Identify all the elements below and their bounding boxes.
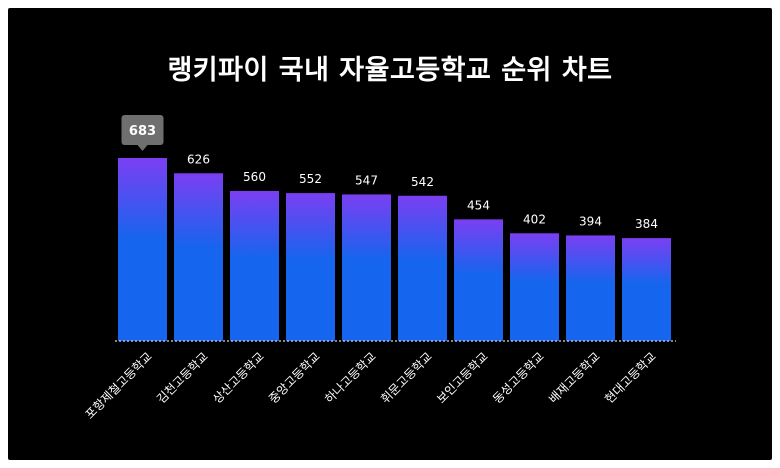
x-tick-label: 김천고등학교 [153,349,210,406]
bar-value-label: 560 [243,170,266,184]
x-tick-label: 중앙고등학교 [266,349,323,406]
tooltip-pointer [137,145,148,151]
bar-value-label: 402 [523,212,546,226]
bar-2[interactable] [174,173,223,341]
x-tick-label: 동성고등학교 [490,349,547,406]
x-tick-label: 상산고등학교 [210,349,267,406]
x-tick-label: 포항제철고등학교 [82,349,154,421]
x-tick-label: 하나고등학교 [322,349,379,406]
x-tick-label: 보인고등학교 [434,349,491,406]
tooltip-value: 683 [129,124,156,139]
bar-1[interactable] [118,158,167,341]
x-tick-label: 휘문고등학교 [378,349,435,406]
bar-10[interactable] [622,238,671,341]
bar-value-label: 454 [467,198,490,212]
bar-value-label: 552 [299,172,322,186]
bar-7[interactable] [454,219,503,341]
bar-value-label: 547 [355,173,378,187]
bar-8[interactable] [510,233,559,341]
bar-value-label: 542 [411,175,434,189]
bar-4[interactable] [286,193,335,341]
bar-value-label: 384 [635,217,658,231]
bar-value-label: 626 [187,152,210,166]
value-tooltip: 683 [121,115,164,151]
bar-3[interactable] [230,190,279,341]
tooltip-box [121,115,164,145]
bar-6[interactable] [398,195,447,341]
chart-title: 랭키파이 국내 자율고등학교 순위 차트 [167,55,613,86]
bar-5[interactable] [342,194,391,341]
bar-value-label: 394 [579,214,602,228]
bars-layer [118,158,671,341]
x-tick-label: 배재고등학교 [546,349,603,406]
bar-9[interactable] [566,235,615,341]
x-tick-label: 현대고등학교 [602,349,659,406]
